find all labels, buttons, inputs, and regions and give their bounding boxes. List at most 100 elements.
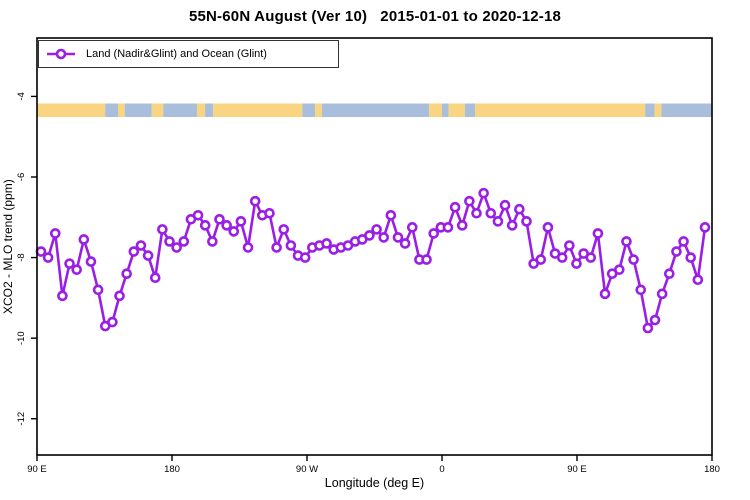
data-point-marker (207, 236, 218, 247)
data-point-marker (242, 242, 254, 253)
data-point-marker (199, 220, 211, 231)
data-point-marker (385, 209, 397, 221)
map-strip-segment-ocean (321, 103, 430, 117)
data-point-marker (228, 226, 240, 237)
data-point-marker (485, 207, 497, 219)
data-point-marker (164, 236, 175, 247)
series-line (39, 191, 707, 330)
y-tick-label: -4 (16, 92, 27, 100)
y-tick-label: -6 (16, 173, 27, 181)
data-point-marker (42, 252, 54, 263)
data-point-marker (592, 228, 604, 239)
data-point-marker (664, 268, 675, 279)
data-point-marker (471, 207, 482, 219)
data-point-marker (371, 224, 382, 235)
data-point-marker (235, 216, 247, 227)
data-point-marker (464, 195, 475, 207)
y-tick-label: -12 (16, 412, 27, 426)
x-tick-label: 90 E (27, 464, 47, 475)
data-point-marker (142, 250, 154, 261)
data-point-marker (114, 290, 125, 302)
data-point-marker (428, 228, 439, 239)
data-point-marker (135, 240, 147, 251)
chart-title: 55N-60N August (Ver 10) 2015-01-01 to 20… (188, 8, 562, 25)
legend-line-marker-icon (47, 48, 75, 60)
data-point-marker (128, 246, 140, 257)
data-point-marker (478, 187, 489, 199)
data-point-marker (571, 258, 582, 269)
data-point-marker (299, 252, 311, 263)
data-point-marker (406, 222, 418, 233)
map-strip-segment-ocean (302, 103, 316, 117)
data-point-marker (171, 242, 182, 253)
data-point-marker (599, 288, 611, 300)
data-point-marker (421, 254, 432, 265)
map-strip-segment-land (429, 103, 442, 117)
data-point-marker (214, 214, 225, 225)
land-ocean-map-strip (37, 103, 712, 117)
legend-label: Land (Nadir&Glint) and Ocean (Glint) (86, 48, 267, 60)
data-point-marker (35, 246, 47, 257)
data-point-marker (57, 290, 68, 302)
data-point-marker (671, 246, 682, 257)
map-strip-segment-land (151, 103, 164, 117)
data-point-marker (449, 201, 461, 213)
y-axis-ticks: -4 -6 -8 -10 -12 (16, 92, 37, 426)
data-point-marker (178, 236, 190, 247)
x-tick-label: 90 E (567, 464, 587, 475)
data-point-marker (107, 316, 118, 328)
data-point-marker (378, 232, 390, 243)
data-point-marker (678, 236, 689, 247)
data-series (35, 187, 711, 334)
map-strip-segment-ocean (442, 103, 449, 117)
data-point-marker (585, 252, 597, 263)
data-point-marker (621, 236, 632, 247)
x-axis-title: Longitude (deg E) (324, 476, 425, 490)
data-point-marker (64, 258, 75, 269)
map-strip-segment-ocean (464, 103, 476, 117)
plot-frame (36, 37, 713, 456)
x-tick-label: 90 W (296, 464, 318, 475)
x-tick-label: 180 (164, 464, 180, 475)
map-strip-segment-land (448, 103, 465, 117)
map-strip-segment-land (213, 103, 303, 117)
data-point-marker (492, 216, 504, 227)
y-tick-label: -10 (16, 331, 27, 345)
data-point-marker (278, 224, 290, 235)
legend-box: Land (Nadir&Glint) and Ocean (Glint) (38, 40, 339, 68)
data-point-marker (685, 252, 697, 263)
data-point-marker (535, 254, 547, 265)
data-point-marker (321, 238, 332, 249)
data-point-marker (92, 284, 104, 296)
data-point-marker (521, 216, 532, 227)
data-point-marker (271, 242, 282, 253)
data-point-marker (499, 199, 511, 211)
map-strip-segment-ocean (205, 103, 214, 117)
map-strip-segment-ocean (163, 103, 197, 117)
data-point-marker (78, 234, 90, 245)
x-axis-ticks: 90 E 180 90 W 0 90 E 180 (27, 455, 720, 475)
data-point-marker (542, 222, 554, 233)
data-point-marker (692, 274, 704, 286)
y-axis-title: XCO2 - MLO trend (ppm) (1, 179, 15, 314)
data-point-marker (121, 268, 132, 279)
data-point-marker (514, 203, 525, 215)
data-point-marker (49, 228, 61, 239)
map-strip-segment-ocean (105, 103, 118, 117)
data-point-marker (192, 209, 204, 221)
data-point-marker (442, 222, 454, 233)
data-point-marker (649, 314, 661, 326)
map-strip-segment-ocean (661, 103, 712, 117)
data-point-marker (149, 272, 161, 284)
data-point-marker (392, 232, 404, 243)
map-strip-segment-land (196, 103, 206, 117)
data-point-marker (71, 264, 82, 275)
y-tick-label: -8 (16, 253, 27, 261)
data-point-marker (656, 288, 668, 300)
map-strip-segment-land (37, 103, 106, 117)
map-strip-segment-land (118, 103, 125, 117)
data-point-marker (628, 254, 639, 265)
data-point-marker (456, 220, 468, 231)
